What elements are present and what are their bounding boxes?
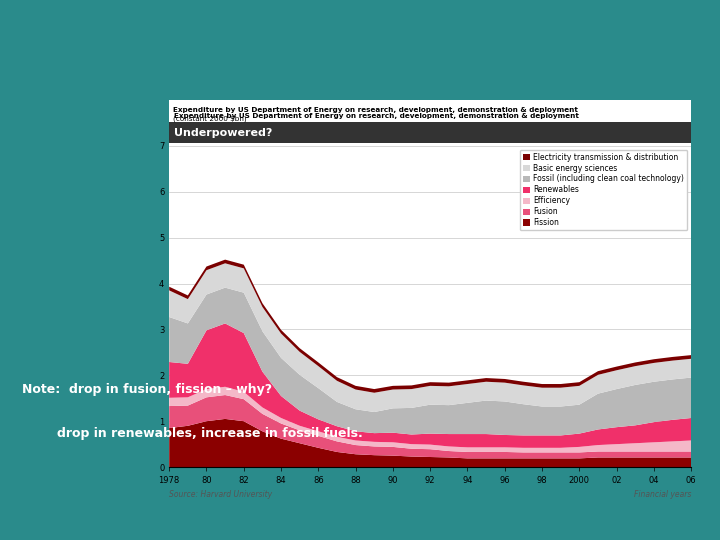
Text: (constant 2000 $bn): (constant 2000 $bn)	[174, 131, 248, 138]
Text: Underpowered?: Underpowered?	[174, 129, 273, 138]
Text: Source: Harvard University: Source: Harvard University	[169, 490, 272, 498]
Text: Financial years: Financial years	[634, 490, 691, 498]
Text: Expenditure by US Department of Energy on research, development, demonstration &: Expenditure by US Department of Energy o…	[174, 113, 580, 119]
Text: Note:  drop in fusion, fission – why?: Note: drop in fusion, fission – why?	[22, 383, 271, 396]
Text: Expenditure by US Department of Energy on research, development, demonstration &: Expenditure by US Department of Energy o…	[173, 107, 577, 113]
Legend: Electricity transmission & distribution, Basic energy sciences, Fossil (includin: Electricity transmission & distribution,…	[520, 150, 688, 230]
Text: drop in renewables, increase in fossil fuels.: drop in renewables, increase in fossil f…	[22, 427, 362, 440]
Text: (constant 2000 $bn): (constant 2000 $bn)	[173, 115, 246, 122]
